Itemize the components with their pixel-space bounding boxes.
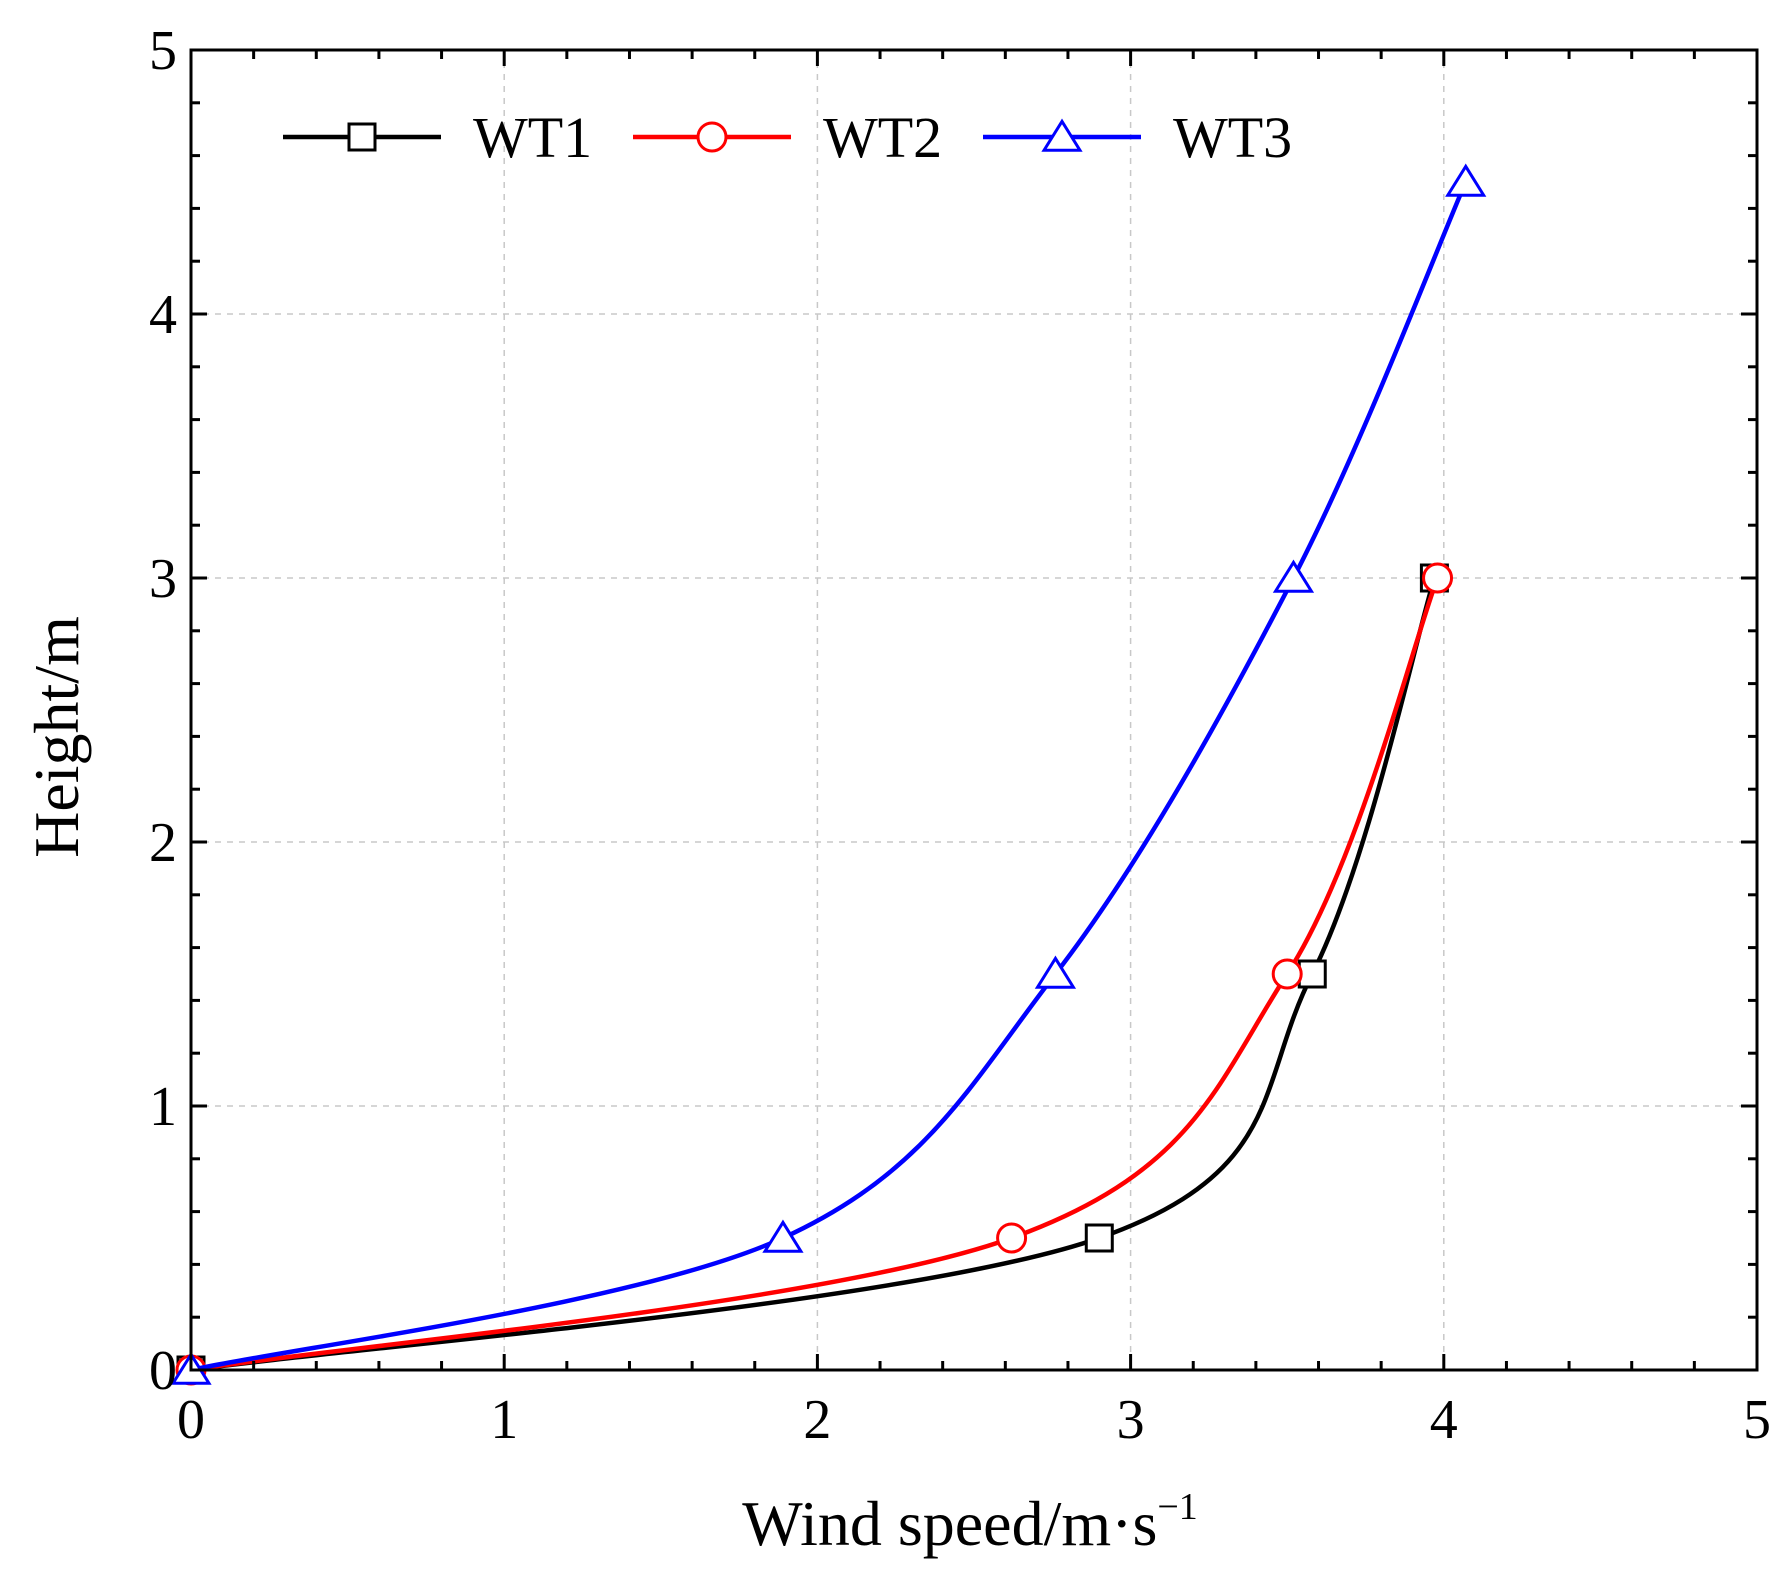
series-wt3 (170, 163, 1487, 1385)
x-axis-title: Wind speed/m·s−1 (742, 1486, 1198, 1559)
legend-marker-wt1 (347, 122, 377, 152)
legend-marker-wt2 (696, 121, 728, 153)
x-tick-label: 1 (490, 1389, 518, 1451)
series-line-wt3 (188, 179, 1468, 1373)
x-axis-title-main: Wind speed/m·s (742, 1488, 1157, 1559)
data-point-wt1 (1297, 959, 1327, 989)
legend-label-wt1: WT1 (473, 105, 592, 170)
legend: WT1 WT2 WT3 (283, 105, 1292, 170)
axis-ticks (189, 48, 1759, 1372)
data-point-wt2 (1422, 562, 1454, 594)
y-tick-label: 0 (149, 1340, 177, 1402)
data-point-wt3 (1445, 163, 1487, 197)
data-point-wt2 (1271, 958, 1303, 990)
series-line-wt2 (188, 575, 1440, 1373)
y-tick-label: 4 (149, 284, 177, 346)
data-point-wt1 (1084, 1223, 1114, 1253)
y-axis-title: Height/m (21, 616, 92, 858)
legend-label-wt2: WT2 (823, 105, 942, 170)
series-group (170, 163, 1487, 1386)
legend-item-wt3: WT3 (983, 105, 1292, 170)
data-point-wt3 (1272, 559, 1315, 593)
legend-marker-wt3 (1041, 118, 1083, 152)
x-tick-label: 3 (1117, 1389, 1145, 1451)
series-wt1 (176, 563, 1449, 1385)
legend-item-wt1: WT1 (283, 105, 592, 170)
x-tick-label: 0 (177, 1389, 205, 1451)
data-point-wt3 (1034, 955, 1077, 989)
grid-lines (191, 50, 1757, 1370)
y-tick-label: 3 (149, 548, 177, 610)
y-tick-label: 5 (149, 20, 177, 82)
legend-item-wt2: WT2 (633, 105, 942, 170)
series-wt2 (175, 562, 1454, 1386)
y-tick-label: 1 (149, 1076, 177, 1138)
data-point-wt3 (762, 1219, 804, 1253)
x-tick-label: 2 (803, 1389, 831, 1451)
x-tick-label: 5 (1743, 1389, 1771, 1451)
x-axis-title-superscript: −1 (1157, 1486, 1197, 1528)
plot-frame (189, 48, 1759, 1372)
legend-label-wt3: WT3 (1173, 105, 1292, 170)
data-point-wt2 (996, 1222, 1028, 1254)
series-line-wt1 (188, 575, 1437, 1373)
y-tick-label: 2 (149, 812, 177, 874)
x-tick-label: 4 (1430, 1389, 1458, 1451)
tick-labels: 0 1 2 3 4 5 0 1 2 3 4 5 (149, 20, 1771, 1451)
